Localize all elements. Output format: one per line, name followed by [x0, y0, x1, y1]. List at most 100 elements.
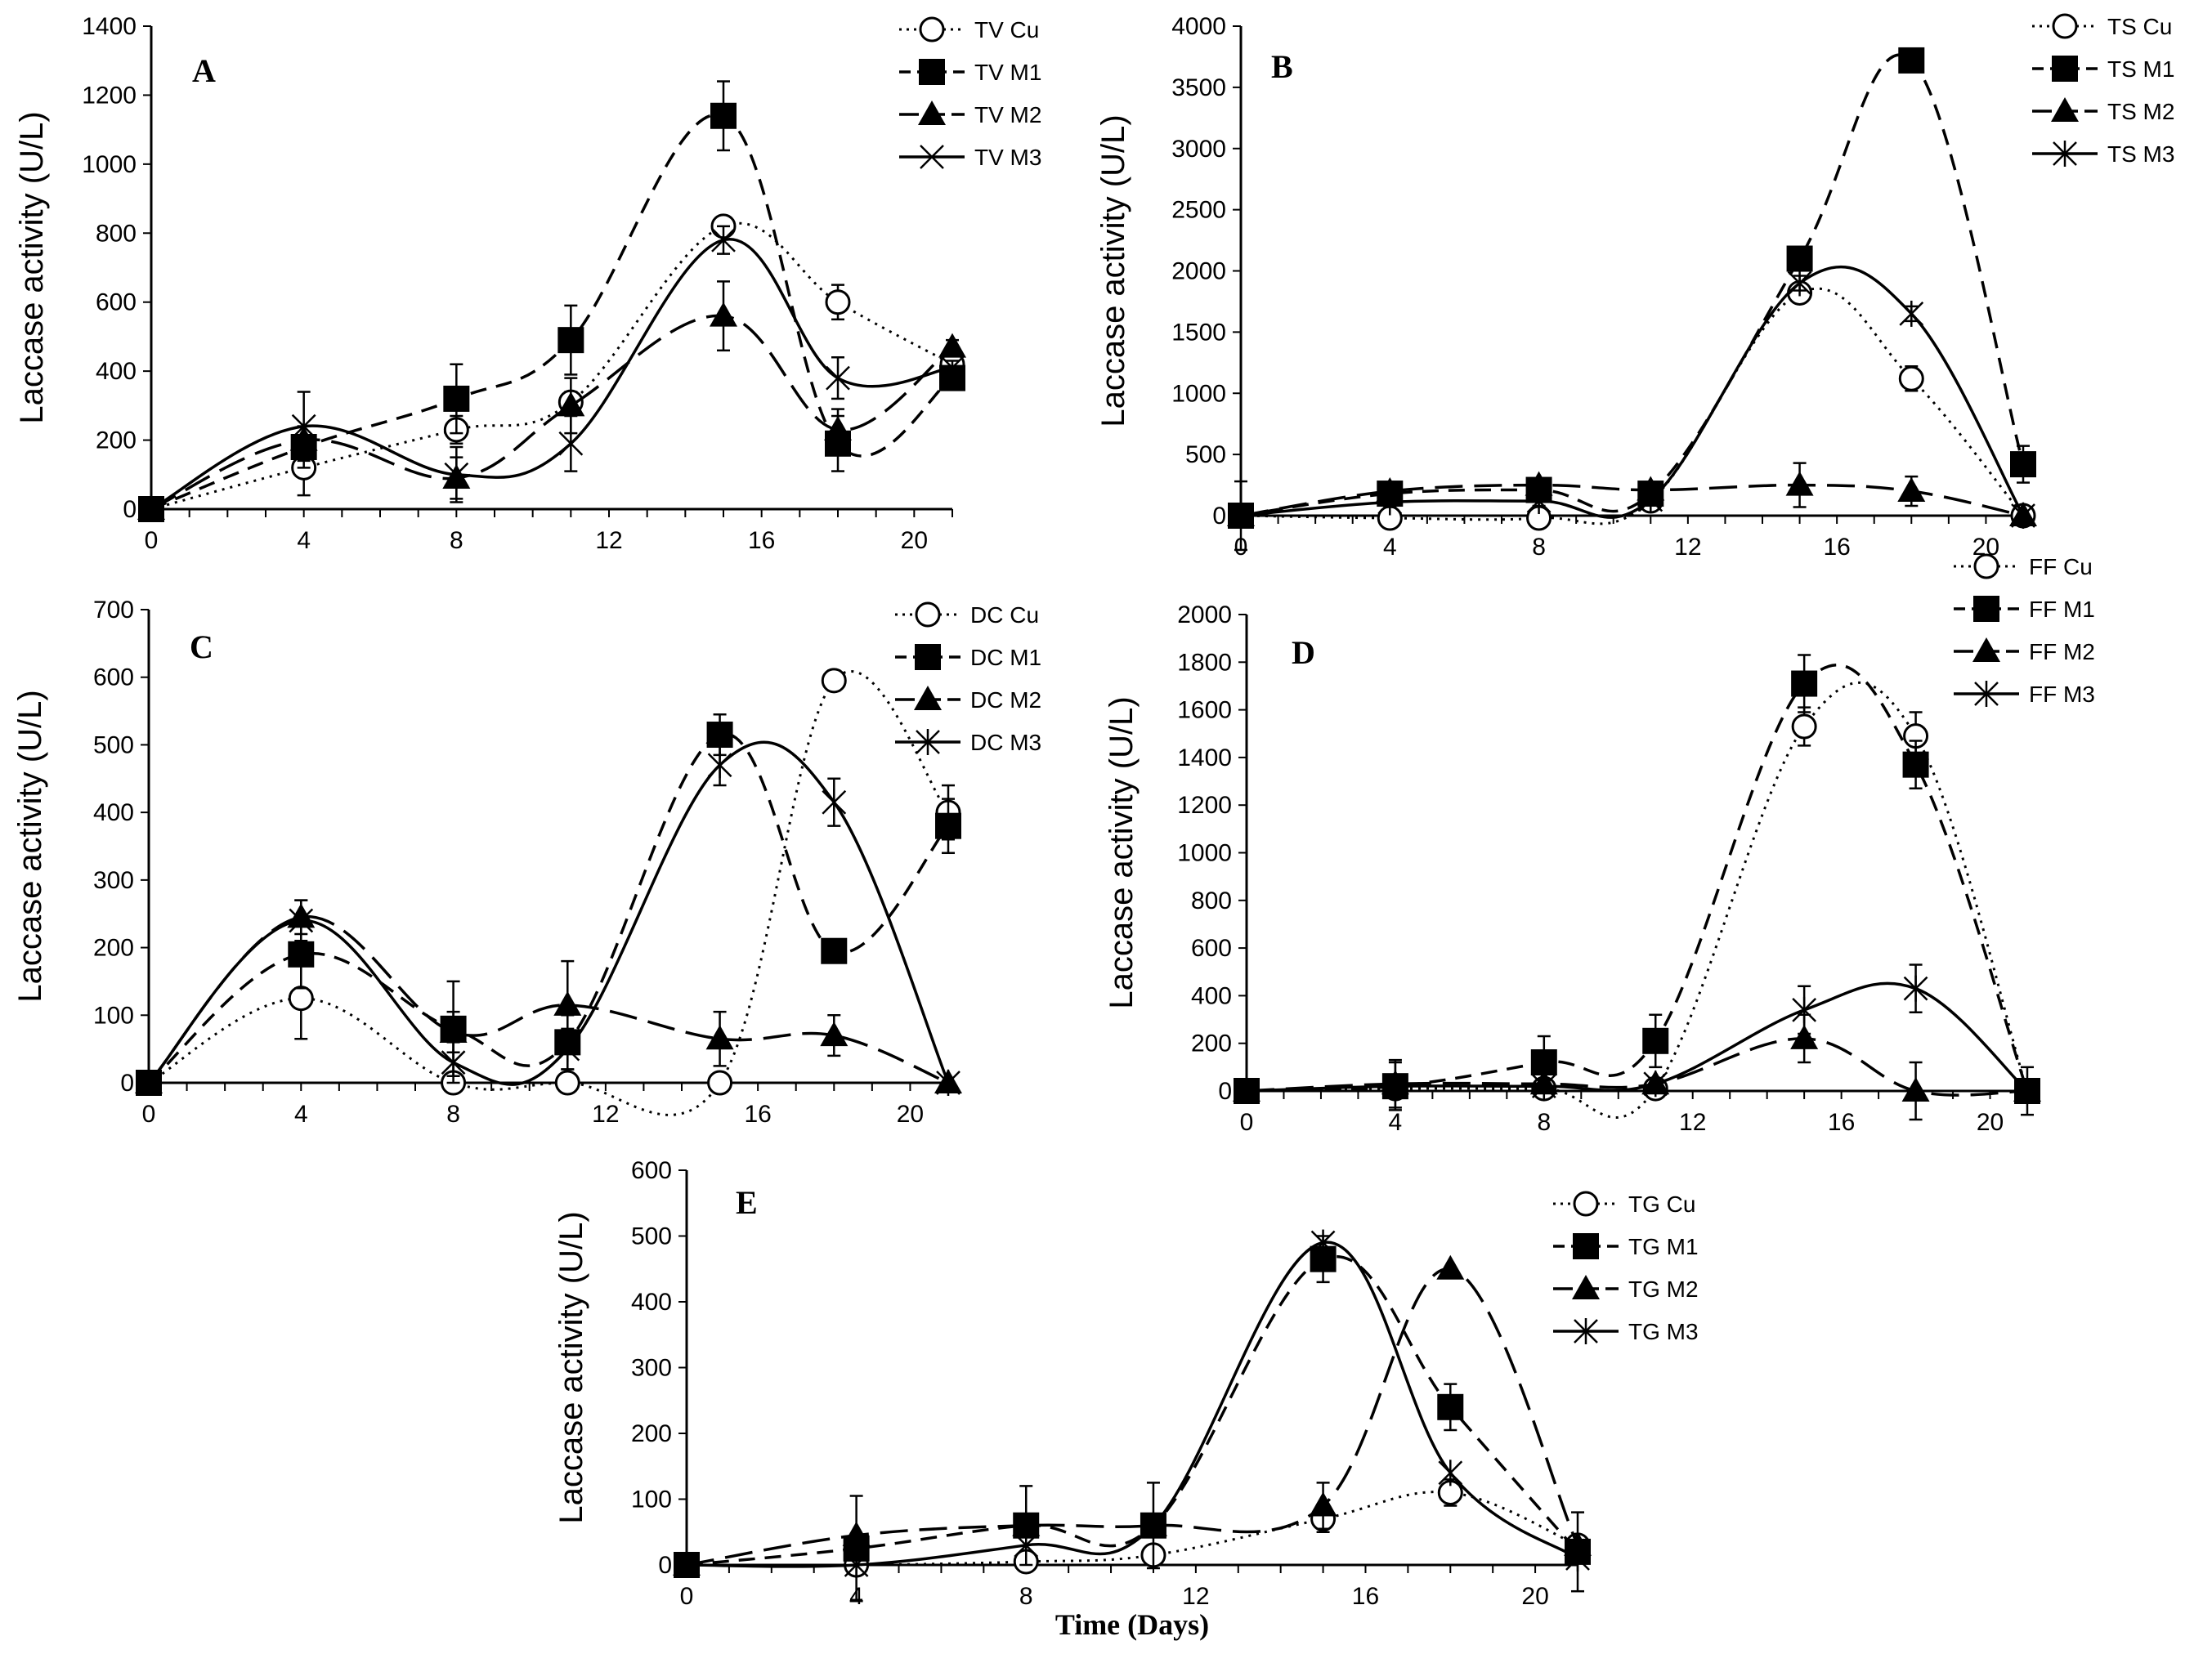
y-tick-label: 1400: [82, 13, 137, 40]
y-tick-label: 100: [631, 1486, 672, 1513]
legend-entry: TV M2: [899, 101, 1041, 127]
legend-label: TG M3: [1628, 1319, 1699, 1344]
y-tick-label: 600: [1191, 935, 1232, 962]
legend-entry: DC M2: [895, 686, 1041, 713]
data-point-stroke: [444, 462, 469, 487]
legend-marker: [919, 16, 945, 42]
legend-entry: FF Cu: [1954, 553, 2093, 579]
data-point: [1785, 471, 1814, 496]
data-point: [938, 333, 966, 358]
data-point: [1792, 996, 1817, 1023]
x-tick-label: 0: [680, 1583, 694, 1610]
x-tick-label: 8: [1532, 534, 1546, 561]
data-point: [1309, 1491, 1337, 1517]
x-tick-label: 16: [1823, 534, 1850, 561]
series-dc-cu: [136, 668, 961, 1116]
y-tick-label: 2000: [1177, 601, 1232, 628]
legend-entry: DC M3: [895, 729, 1041, 755]
data-point: [139, 497, 163, 521]
x-tick-label: 12: [1674, 534, 1701, 561]
legend-entry: DC M1: [895, 644, 1041, 670]
legend-marker: [1974, 681, 1999, 707]
series-line: [1240, 265, 2025, 519]
legend-label: DC M3: [970, 730, 1041, 755]
data-point: [1642, 1027, 1669, 1054]
series-tv-m3: [139, 225, 965, 521]
series-line: [150, 221, 953, 511]
legend-marker: [2052, 56, 2078, 82]
y-axis-label: Laccase activity (U/L): [1104, 696, 1140, 1008]
series-line: [686, 1241, 1578, 1568]
x-tick-label: 4: [294, 1101, 308, 1128]
y-tick-label: 600: [96, 289, 137, 316]
x-tick-label: 0: [142, 1101, 156, 1128]
legend-marker-stroke: [920, 145, 944, 169]
legend-label: TV M2: [974, 102, 1041, 127]
data-point: [935, 812, 961, 839]
data-point: [821, 937, 848, 964]
data-point-stroke: [558, 431, 584, 456]
legend-label: TG M2: [1628, 1276, 1699, 1302]
data-point: [1791, 713, 1817, 740]
y-tick-label: 500: [93, 731, 134, 758]
data-point-stroke: [940, 355, 965, 380]
data-point: [1531, 1073, 1556, 1100]
y-tick-label: 0: [658, 1552, 672, 1579]
series-line: [1246, 681, 2029, 1119]
data-point: [1437, 1393, 1464, 1420]
data-point: [710, 102, 737, 129]
data-point: [1229, 503, 1253, 529]
y-tick-label: 1000: [1177, 840, 1232, 867]
data-point: [1902, 751, 1929, 778]
x-tick-label: 16: [1352, 1583, 1379, 1610]
y-tick-label: 500: [631, 1223, 672, 1250]
data-point: [557, 327, 584, 354]
x-tick-label: 16: [1828, 1109, 1855, 1136]
y-tick-label: 400: [96, 358, 137, 385]
x-tick-label: 16: [748, 527, 775, 554]
data-point: [137, 1070, 161, 1096]
y-tick-label: 1200: [82, 82, 137, 109]
y-tick-label: 2000: [1171, 258, 1226, 285]
data-point: [820, 1022, 849, 1047]
data-point: [1643, 1071, 1668, 1098]
y-tick-label: 800: [96, 220, 137, 247]
data-point: [1310, 1229, 1336, 1256]
series-ff-cu: [1234, 681, 2040, 1119]
legend-entry: FF M2: [1954, 637, 2095, 664]
data-point: [557, 391, 585, 417]
series-line: [148, 670, 950, 1116]
y-tick-label: 1200: [1177, 792, 1232, 819]
y-tick-label: 400: [93, 799, 134, 826]
legend-label: TV Cu: [974, 17, 1039, 42]
legend-label: TV M3: [974, 145, 1041, 170]
data-point: [711, 227, 736, 253]
legend-marker: [919, 59, 945, 85]
legend-label: TG Cu: [1628, 1191, 1695, 1217]
data-point: [1564, 1531, 1592, 1556]
series-line: [686, 1267, 1579, 1567]
y-tick-label: 300: [93, 867, 134, 894]
y-tick-label: 1400: [1177, 744, 1232, 771]
x-tick-label: 8: [1019, 1583, 1033, 1610]
data-point: [1438, 1460, 1463, 1486]
y-tick-label: 500: [1185, 441, 1226, 468]
series-ff-m3: [1234, 963, 2040, 1104]
legend-marker: [920, 145, 944, 169]
data-point: [1899, 300, 1924, 327]
legend-label: TS M1: [2107, 56, 2174, 82]
data-point: [1141, 1512, 1166, 1539]
legend-marker: [1573, 1191, 1599, 1217]
legend-entry: TS M1: [2032, 56, 2174, 82]
panel-letter: D: [1292, 634, 1315, 671]
data-point: [439, 1017, 468, 1043]
y-tick-label: 200: [631, 1420, 672, 1447]
x-tick-label: 16: [744, 1101, 771, 1128]
x-tick-label: 12: [1182, 1583, 1209, 1610]
legend-label: DC M1: [970, 645, 1041, 670]
legend-label: FF M1: [2029, 597, 2095, 622]
data-point: [936, 1070, 960, 1096]
y-tick-label: 4000: [1171, 13, 1226, 40]
x-tick-label: 4: [1383, 534, 1397, 561]
y-tick-label: 3500: [1171, 74, 1226, 101]
